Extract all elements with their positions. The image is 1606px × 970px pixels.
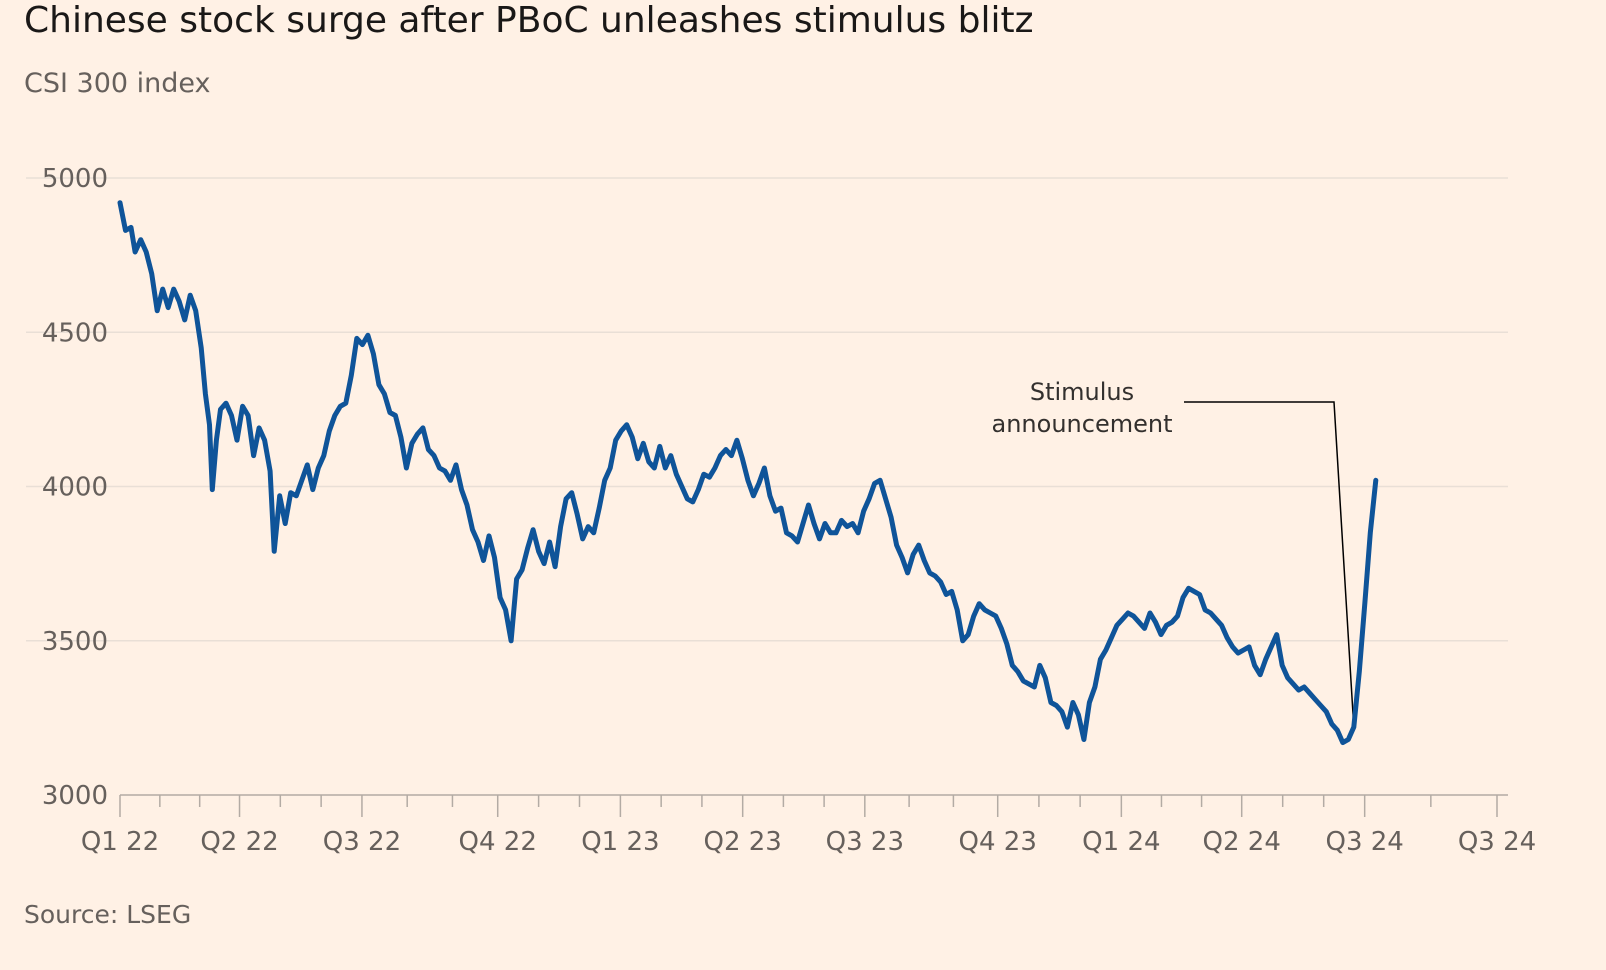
x-tick-label-0: Q1 22 bbox=[81, 827, 159, 857]
x-tick-label-3: Q4 22 bbox=[459, 827, 537, 857]
x-tick-label-7: Q4 23 bbox=[959, 827, 1037, 857]
grid-lines bbox=[26, 177, 1508, 642]
annotation-leader-line bbox=[1184, 401, 1355, 728]
x-tick-label-10: Q3 24 bbox=[1325, 827, 1403, 857]
x-tick-label-1: Q2 22 bbox=[200, 827, 278, 857]
y-axis: 5000 4500 4000 3500 3000 bbox=[42, 164, 108, 811]
x-tick-label-9: Q2 24 bbox=[1203, 827, 1281, 857]
x-tick-label-4: Q1 23 bbox=[581, 827, 659, 857]
y-tick-label-3500: 3500 bbox=[42, 627, 108, 657]
series-layer bbox=[117, 200, 1379, 746]
x-tick-label-6: Q3 23 bbox=[826, 827, 904, 857]
source-note: Source: LSEG bbox=[24, 900, 192, 929]
x-tick-label-5: Q2 23 bbox=[703, 827, 781, 857]
annotation-label-line-1: Stimulus bbox=[1030, 378, 1134, 406]
annotation-label-line-2: announcement bbox=[992, 410, 1173, 438]
y-tick-label-4000: 4000 bbox=[42, 473, 108, 503]
y-tick-label-3000: 3000 bbox=[42, 781, 108, 811]
csi300-series-line bbox=[117, 200, 1379, 746]
stimulus-annotation: Stimulus announcement bbox=[992, 378, 1355, 728]
y-tick-label-4500: 4500 bbox=[42, 318, 108, 348]
x-tick-label-8: Q1 24 bbox=[1082, 827, 1160, 857]
chart-subtitle: CSI 300 index bbox=[24, 68, 211, 99]
x-tick-label-11: Q3 24 bbox=[1458, 827, 1536, 857]
x-axis: Q1 22 Q2 22 Q3 22 Q4 22 Q1 23 Q2 23 Q3 23 Q4 23… bbox=[81, 794, 1536, 857]
chart-title: Chinese stock surge after PBoC unleashes… bbox=[24, 0, 1034, 41]
x-tick-label-2: Q3 22 bbox=[323, 827, 401, 857]
y-tick-label-5000: 5000 bbox=[42, 164, 108, 194]
